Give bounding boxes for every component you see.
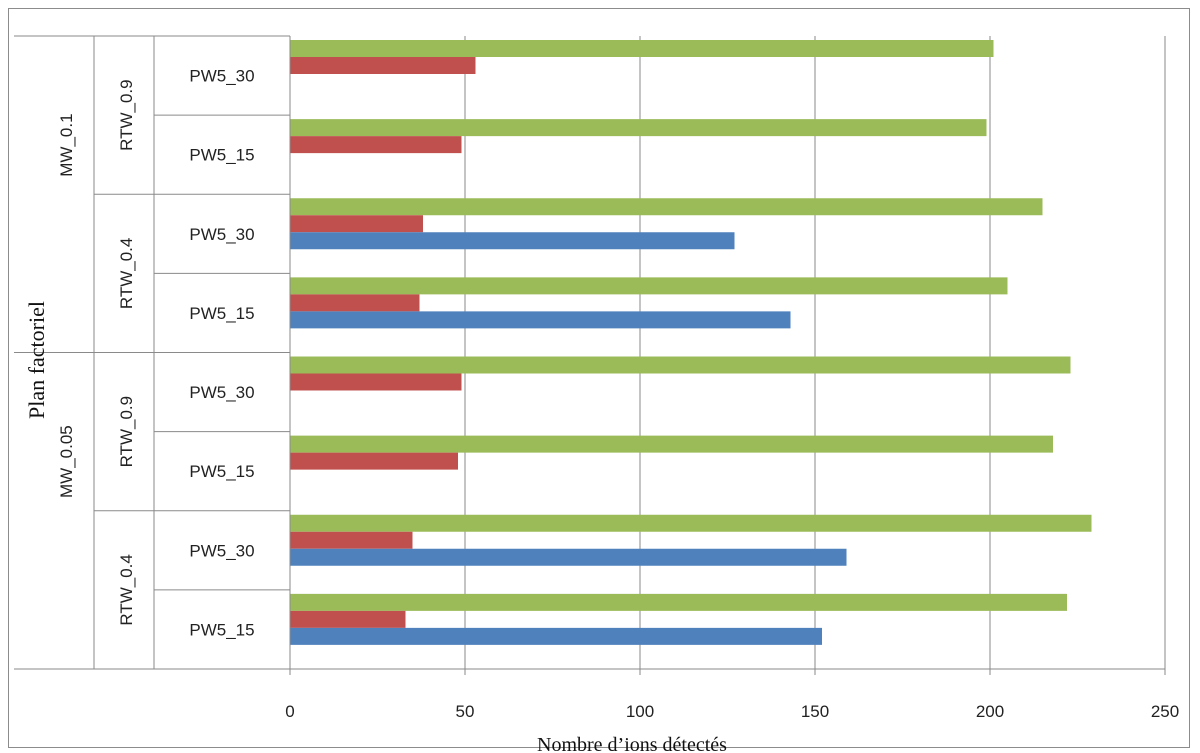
category-label-rtw: RTW_0.4: [117, 554, 136, 626]
category-label-rtw: RTW_0.9: [117, 396, 136, 468]
x-tick-label: 50: [456, 702, 475, 721]
x-tick-label: 200: [976, 702, 1004, 721]
bar: [290, 311, 791, 329]
bar: [290, 514, 1092, 532]
category-label-rtw: RTW_0.4: [117, 238, 136, 310]
bar: [290, 548, 847, 566]
x-tick-label: 100: [626, 702, 654, 721]
bar: [290, 531, 413, 549]
category-label-pw: PW5_15: [189, 304, 254, 323]
labels-layer: 0 50 100 150 200 250 PW5_30 PW5_15 PW5_30 PW5_15 P…: [57, 67, 1179, 721]
x-axis-title: Nombre d’ions détectés: [537, 734, 727, 753]
category-label-mw: MW_0.1: [57, 113, 76, 176]
category-label-pw: PW5_15: [189, 620, 254, 639]
category-label-pw: PW5_30: [189, 67, 254, 86]
bar: [290, 610, 406, 628]
bar: [290, 215, 423, 233]
y-axis-title: Plan factoriel: [24, 301, 49, 419]
category-label-pw: PW5_30: [189, 541, 254, 560]
bar: [290, 356, 1071, 374]
chart-frame: [8, 8, 1190, 748]
bar: [290, 294, 420, 312]
bar: [290, 232, 735, 250]
bar: [290, 136, 462, 154]
bar: [290, 452, 458, 470]
x-tick-label: 0: [285, 702, 294, 721]
bar: [290, 593, 1067, 611]
category-label-pw: PW5_15: [189, 462, 254, 481]
category-label-pw: PW5_15: [189, 146, 254, 165]
bar: [290, 57, 476, 74]
bar: [290, 40, 994, 57]
x-tick-label: 250: [1151, 702, 1179, 721]
category-label-pw: PW5_30: [189, 383, 254, 402]
bar: [290, 373, 462, 391]
bar: [290, 198, 1043, 216]
category-label-rtw: RTW_0.9: [117, 79, 136, 151]
bar: [290, 627, 822, 645]
bar: [290, 435, 1053, 453]
bar: [290, 277, 1008, 295]
bars-layer: [290, 40, 1092, 645]
x-tick-label: 150: [801, 702, 829, 721]
category-label-pw: PW5_30: [189, 225, 254, 244]
axis-layer: [14, 35, 1166, 675]
category-label-mw: MW_0.05: [57, 425, 76, 498]
bar: [290, 119, 987, 137]
